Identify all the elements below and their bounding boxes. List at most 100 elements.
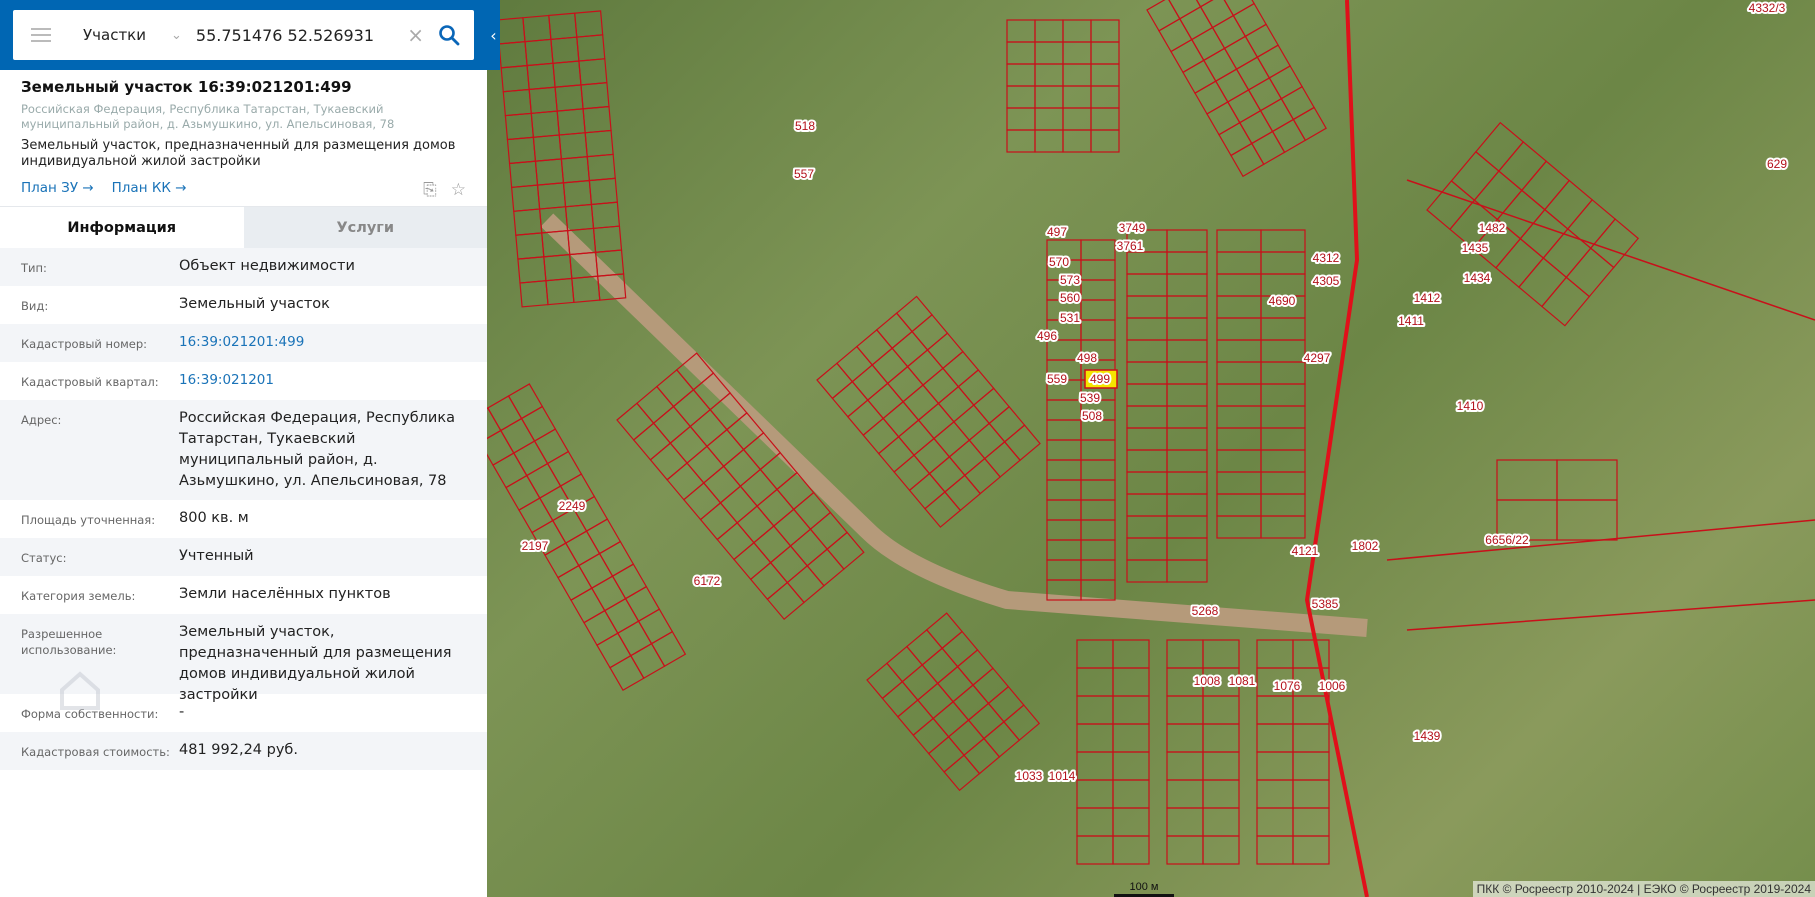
info-value: 481 992,24 руб. [179, 742, 298, 758]
info-row: Кадастровый квартал: 16:39:021201 [0, 362, 487, 400]
parcel-label[interactable]: 1033 [1014, 767, 1045, 785]
info-value[interactable]: 16:39:021201 [179, 372, 274, 388]
parcel-label[interactable]: 6172 [692, 572, 723, 590]
parcel-label[interactable]: 557 [792, 165, 816, 183]
info-value: Учтенный [179, 548, 254, 564]
parcel-block[interactable] [1426, 121, 1640, 327]
parcel-label[interactable]: 1412 [1412, 289, 1443, 307]
parcel-block[interactable] [1166, 639, 1240, 865]
parcel-label[interactable]: 629 [1765, 155, 1789, 173]
info-value: Объект недвижимости [179, 258, 355, 274]
cadastral-map[interactable]: 518 557 497 570 573 560 531 496 498 499 559 539 508 6… [487, 0, 1815, 897]
parcel-label[interactable]: 1008 [1192, 672, 1223, 690]
search-input[interactable]: 55.751476 52.526931 [195, 25, 375, 45]
info-row: Разрешенное использование: Земельный учас… [0, 614, 487, 703]
parcel-label[interactable]: 4121 [1290, 542, 1321, 560]
info-value[interactable]: 16:39:021201:499 [179, 334, 305, 350]
parcel-label[interactable]: 3749 [1117, 219, 1148, 237]
parcel-label[interactable]: 4312 [1311, 249, 1342, 267]
info-row: Кадастровый номер: 16:39:021201:499 [0, 324, 487, 362]
menu-icon[interactable] [31, 28, 51, 42]
parcel-label[interactable]: 4690 [1267, 292, 1298, 310]
parcel-label[interactable]: 2197 [520, 537, 551, 555]
parcel-block[interactable] [1046, 239, 1116, 601]
info-label: Кадастровый квартал: [21, 375, 159, 389]
parcel-label[interactable]: 1076 [1272, 677, 1303, 695]
parcel-label[interactable]: 1411 [1396, 312, 1426, 330]
parcel-label[interactable]: 570 [1047, 253, 1071, 271]
parcel-block[interactable] [1126, 229, 1208, 583]
info-panel: Участки ⌄ 55.751476 52.526931 × Земельны… [0, 0, 487, 897]
parcel-label[interactable]: 497 [1045, 223, 1069, 241]
parcel-label[interactable]: 1435 [1460, 239, 1491, 257]
search-document-icon[interactable]: ⎘ [423, 180, 437, 200]
parcel-label[interactable]: 6656/22 [1483, 531, 1531, 549]
parcel-label[interactable]: 3761 [1115, 237, 1146, 255]
star-icon[interactable]: ☆ [450, 180, 466, 200]
parcel-block[interactable] [1076, 639, 1150, 865]
info-label: Тип: [21, 261, 47, 275]
parcel-block[interactable] [1496, 459, 1618, 541]
parcel-label[interactable]: 1802 [1350, 537, 1381, 555]
parcel-label[interactable]: 573 [1058, 271, 1082, 289]
info-value: - [179, 704, 185, 720]
parcel-block[interactable] [616, 352, 865, 621]
parcel-label[interactable]: 496 [1035, 327, 1059, 345]
selected-parcel[interactable] [1084, 369, 1118, 389]
info-value: Земельный участок, предназначенный для р… [179, 624, 452, 703]
info-label: Разрешенное использование: [21, 627, 117, 657]
parcel-block[interactable] [1146, 0, 1327, 178]
parcel-block[interactable] [487, 383, 687, 692]
info-label: Кадастровая стоимость: [21, 745, 170, 759]
layer-select[interactable]: Участки [83, 26, 146, 44]
parcel-label[interactable]: 1439 [1412, 727, 1443, 745]
parcel-block[interactable] [1006, 19, 1120, 153]
parcel-block[interactable] [496, 10, 627, 308]
parcel-label[interactable]: 508 [1080, 407, 1104, 425]
info-value: Земли населённых пунктов [179, 586, 391, 602]
parcel-label[interactable]: 5385 [1310, 595, 1341, 613]
parcel-label[interactable]: 5268 [1190, 602, 1221, 620]
info-table: Тип: Объект недвижимости Вид: Земельный уча… [0, 248, 487, 770]
info-row: Категория земель: Земли населённых пункто… [0, 576, 487, 614]
parcel-label[interactable]: 1434 [1462, 269, 1493, 287]
tab-info[interactable]: Информация [0, 207, 244, 248]
parcel-label[interactable]: 518 [793, 117, 817, 135]
info-row: Кадастровая стоимость: 481 992,24 руб. [0, 732, 487, 770]
parcel-label[interactable]: 1006 [1317, 677, 1348, 695]
parcel-title: Земельный участок 16:39:021201:499 [21, 78, 352, 96]
chevron-down-icon[interactable]: ⌄ [171, 27, 182, 43]
parcel-label[interactable]: 2249 [557, 497, 588, 515]
parcel-block[interactable] [1216, 229, 1306, 539]
info-value: Земельный участок [179, 296, 330, 312]
parcel-block[interactable] [866, 612, 1041, 792]
parcel-label[interactable]: 1014 [1047, 767, 1078, 785]
info-row: Вид: Земельный участок [0, 286, 487, 324]
parcel-label[interactable]: 4305 [1311, 272, 1342, 290]
parcel-label[interactable]: 4297 [1302, 349, 1333, 367]
info-row: Форма собственности: - [0, 694, 487, 732]
parcel-block[interactable] [816, 295, 1041, 528]
parcel-label[interactable]: 1410 [1455, 397, 1486, 415]
search-icon[interactable] [438, 24, 460, 46]
parcel-label[interactable]: 539 [1078, 389, 1102, 407]
parcel-label[interactable]: 1081 [1227, 672, 1258, 690]
clear-icon[interactable]: × [407, 23, 424, 47]
parcel-label[interactable]: 531 [1058, 309, 1082, 327]
plan-kk-link[interactable]: План КК → [111, 180, 187, 196]
parcel-label[interactable]: 4332/3 [1747, 0, 1788, 17]
parcel-label[interactable]: 560 [1058, 289, 1082, 307]
tab-services[interactable]: Услуги [243, 207, 487, 248]
parcel-label[interactable]: 498 [1075, 349, 1099, 367]
parcel-block[interactable] [1256, 639, 1330, 865]
collapse-panel-button[interactable]: ‹ [487, 0, 500, 70]
parcel-label[interactable]: 499 [1088, 370, 1112, 388]
parcel-label[interactable]: 559 [1045, 370, 1069, 388]
plan-zu-link[interactable]: План ЗУ → [21, 180, 94, 196]
info-row: Статус: Учтенный [0, 538, 487, 576]
info-row: Площадь уточненная: 800 кв. м [0, 500, 487, 538]
parcel-address: Российская Федерация, Республика Татарст… [21, 102, 395, 131]
road [540, 213, 1368, 637]
parcel-label[interactable]: 1482 [1477, 219, 1508, 237]
